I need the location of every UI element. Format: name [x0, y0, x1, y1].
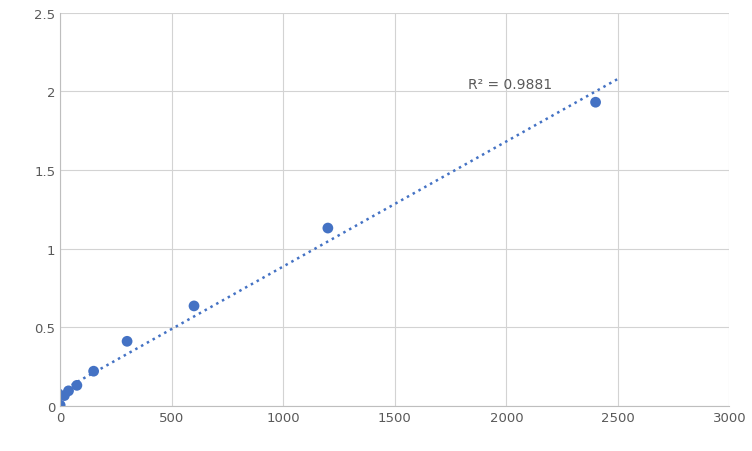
Point	[590, 99, 602, 106]
Point	[62, 387, 74, 395]
Point	[87, 368, 99, 375]
Point	[322, 225, 334, 232]
Point	[121, 338, 133, 345]
Point	[54, 402, 66, 409]
Point	[59, 392, 71, 399]
Point	[188, 303, 200, 310]
Text: R² = 0.9881: R² = 0.9881	[468, 78, 553, 92]
Point	[71, 382, 83, 389]
